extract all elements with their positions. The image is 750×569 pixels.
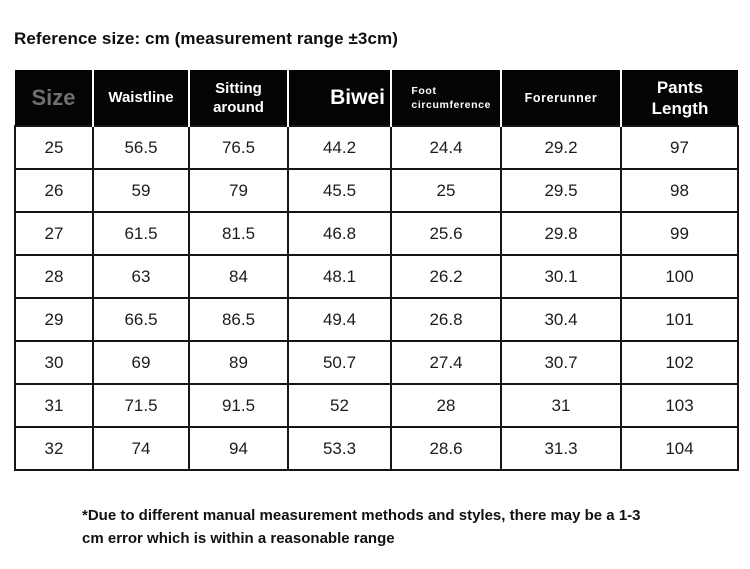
- cell-pants-length: 100: [620, 254, 739, 299]
- header-cell-biwei: Biwei: [287, 70, 391, 126]
- cell-pants-length: 98: [620, 168, 739, 213]
- header-label: Forerunner: [524, 90, 598, 105]
- cell-pants-length: 103: [620, 383, 739, 428]
- header-cell-forerunner: Forerunner: [500, 70, 621, 126]
- cell-biwei: 49.4: [287, 297, 392, 342]
- cell-forerunner: 29.2: [500, 125, 622, 170]
- cell-size: 26: [14, 168, 94, 213]
- table-row-size-28: 28 63 84 48.1 26.2 30.1 100: [14, 254, 739, 299]
- cell-forerunner: 31.3: [500, 426, 622, 471]
- header-cell-foot-circumference: Foot circumference: [390, 70, 501, 126]
- header-label: Pants Length: [651, 77, 709, 118]
- cell-biwei: 44.2: [287, 125, 392, 170]
- table-row-size-31: 31 71.5 91.5 52 28 31 103: [14, 383, 739, 428]
- cell-sitting-around: 76.5: [188, 125, 289, 170]
- cell-forerunner: 30.1: [500, 254, 622, 299]
- table-row-size-32: 32 74 94 53.3 28.6 31.3 104: [14, 426, 739, 471]
- size-chart-table: Size Waistline Sitting around Biwei Foot…: [14, 70, 739, 471]
- cell-forerunner: 30.7: [500, 340, 622, 385]
- cell-waistline: 71.5: [92, 383, 190, 428]
- cell-biwei: 53.3: [287, 426, 392, 471]
- cell-forerunner: 29.5: [500, 168, 622, 213]
- cell-biwei: 46.8: [287, 211, 392, 256]
- cell-forerunner: 30.4: [500, 297, 622, 342]
- cell-biwei: 52: [287, 383, 392, 428]
- header-label: Biwei: [330, 85, 385, 109]
- cell-sitting-around: 89: [188, 340, 289, 385]
- cell-biwei: 48.1: [287, 254, 392, 299]
- cell-foot-circumference: 25: [390, 168, 502, 213]
- table-row-size-25: 25 56.5 76.5 44.2 24.4 29.2 97: [14, 125, 739, 170]
- cell-sitting-around: 91.5: [188, 383, 289, 428]
- cell-pants-length: 101: [620, 297, 739, 342]
- cell-waistline: 66.5: [92, 297, 190, 342]
- cell-waistline: 74: [92, 426, 190, 471]
- cell-sitting-around: 84: [188, 254, 289, 299]
- cell-size: 30: [14, 340, 94, 385]
- cell-sitting-around: 86.5: [188, 297, 289, 342]
- header-label: Foot circumference: [411, 84, 491, 111]
- cell-waistline: 61.5: [92, 211, 190, 256]
- cell-size: 31: [14, 383, 94, 428]
- cell-sitting-around: 79: [188, 168, 289, 213]
- cell-biwei: 45.5: [287, 168, 392, 213]
- cell-waistline: 56.5: [92, 125, 190, 170]
- page-title: Reference size: cm (measurement range ±3…: [14, 29, 399, 48]
- cell-pants-length: 97: [620, 125, 739, 170]
- table-row-size-26: 26 59 79 45.5 25 29.5 98: [14, 168, 739, 213]
- table-row-size-30: 30 69 89 50.7 27.4 30.7 102: [14, 340, 739, 385]
- header-cell-pants-length: Pants Length: [620, 70, 738, 126]
- cell-forerunner: 31: [500, 383, 622, 428]
- header-label: Sitting around: [213, 79, 264, 116]
- header-row: Size Waistline Sitting around Biwei Foot…: [15, 70, 738, 126]
- header-cell-size: Size: [15, 70, 93, 126]
- cell-waistline: 69: [92, 340, 190, 385]
- cell-foot-circumference: 27.4: [390, 340, 502, 385]
- measurement-disclaimer-note: *Due to different manual measurement met…: [82, 507, 641, 547]
- cell-foot-circumference: 28: [390, 383, 502, 428]
- cell-pants-length: 99: [620, 211, 739, 256]
- table-row-size-29: 29 66.5 86.5 49.4 26.8 30.4 101: [14, 297, 739, 342]
- cell-foot-circumference: 26.8: [390, 297, 502, 342]
- cell-biwei: 50.7: [287, 340, 392, 385]
- cell-size: 25: [14, 125, 94, 170]
- header-label: Waistline: [108, 89, 174, 106]
- cell-size: 27: [14, 211, 94, 256]
- cell-foot-circumference: 28.6: [390, 426, 502, 471]
- cell-size: 29: [14, 297, 94, 342]
- header-cell-waistline: Waistline: [92, 70, 189, 126]
- header-cell-sitting-around: Sitting around: [188, 70, 288, 126]
- table-row-size-27: 27 61.5 81.5 46.8 25.6 29.8 99: [14, 211, 739, 256]
- cell-foot-circumference: 24.4: [390, 125, 502, 170]
- cell-sitting-around: 94: [188, 426, 289, 471]
- cell-waistline: 63: [92, 254, 190, 299]
- cell-sitting-around: 81.5: [188, 211, 289, 256]
- cell-forerunner: 29.8: [500, 211, 622, 256]
- cell-size: 32: [14, 426, 94, 471]
- cell-size: 28: [14, 254, 94, 299]
- cell-foot-circumference: 26.2: [390, 254, 502, 299]
- cell-pants-length: 102: [620, 340, 739, 385]
- cell-pants-length: 104: [620, 426, 739, 471]
- header-label: Size: [31, 84, 76, 110]
- cell-waistline: 59: [92, 168, 190, 213]
- cell-foot-circumference: 25.6: [390, 211, 502, 256]
